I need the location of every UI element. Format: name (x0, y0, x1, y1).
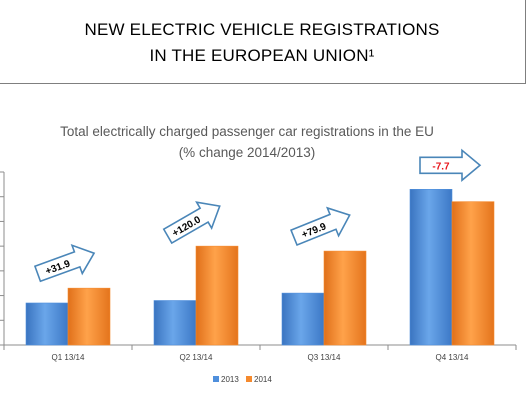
header-title-line-2: IN THE EUROPEAN UNION¹ (149, 46, 375, 65)
legend-swatch-2013 (213, 376, 219, 382)
chart-title: Total electrically charged passenger car… (60, 124, 434, 139)
change-arrow-1: +31.9 (33, 243, 96, 283)
x-tick-label: Q4 13/14 (436, 353, 469, 362)
bar-2013-2 (153, 300, 197, 346)
change-arrow-2: +120.0 (162, 201, 221, 245)
bar-2014-2 (195, 245, 239, 346)
x-tick-label: Q1 13/14 (52, 353, 85, 362)
arrow-shape (290, 206, 351, 247)
bar-2014-4 (451, 201, 495, 346)
bar-2013-4 (409, 189, 453, 346)
x-tick-label: Q3 13/14 (308, 353, 341, 362)
bar-2013-1 (25, 302, 69, 346)
arrow-shape (33, 243, 96, 283)
header-box: NEW ELECTRIC VEHICLE REGISTRATIONS IN TH… (0, 0, 526, 84)
legend-label-2013: 2013 (221, 375, 239, 384)
header-title-line-1: NEW ELECTRIC VEHICLE REGISTRATIONS (84, 20, 440, 39)
x-tick-label: Q2 13/14 (180, 353, 213, 362)
arrow-shape (419, 148, 482, 183)
chart-subtitle: (% change 2014/2013) (179, 145, 316, 160)
bar-2014-3 (323, 250, 367, 346)
bar-2014-1 (67, 287, 111, 346)
change-arrow-3: +79.9 (290, 206, 351, 247)
arrow-shape (162, 201, 221, 245)
change-arrow-4: -7.7 (419, 148, 482, 183)
change-label: -7.7 (432, 161, 450, 172)
legend-swatch-2014 (246, 376, 252, 382)
legend-label-2014: 2014 (254, 375, 272, 384)
bar-2013-3 (281, 292, 325, 346)
